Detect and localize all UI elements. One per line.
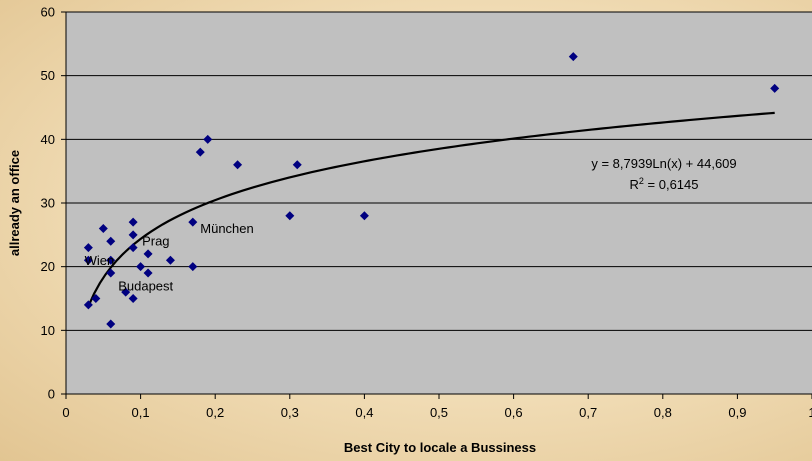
trendline <box>87 111 775 307</box>
x-tick-label: 0,4 <box>355 405 373 420</box>
point-label: Prag <box>142 234 169 249</box>
axes <box>61 11 812 399</box>
x-tick-label: 0,6 <box>505 405 523 420</box>
point-label: Wien <box>85 253 115 268</box>
data-point <box>143 268 153 278</box>
data-point <box>203 134 213 144</box>
data-point <box>106 236 116 246</box>
trendline-equation: y = 8,7939Ln(x) + 44,609 <box>591 156 736 171</box>
data-point <box>106 268 116 278</box>
x-tick-label: 0,9 <box>728 405 746 420</box>
y-tick-label: 50 <box>41 68 55 83</box>
data-points <box>83 52 780 329</box>
data-point <box>98 223 108 233</box>
data-point <box>165 255 175 265</box>
data-point <box>128 243 138 253</box>
data-point <box>106 319 116 329</box>
data-point <box>285 211 295 221</box>
x-tick-label: 0,2 <box>206 405 224 420</box>
data-point <box>106 255 116 265</box>
data-point <box>91 294 101 303</box>
trendline-group <box>87 111 775 307</box>
data-point <box>188 262 198 272</box>
data-point <box>143 249 153 259</box>
data-point <box>128 217 138 227</box>
data-point <box>136 262 146 272</box>
y-axis-title: allready an office <box>7 150 22 256</box>
y-tick-label: 20 <box>41 259 55 274</box>
data-point <box>83 243 93 253</box>
r-squared-prefix: R <box>630 177 639 192</box>
x-axis-title: Best City to locale a Bussiness <box>344 440 536 455</box>
x-tick-labels: 0 0,1 0,2 0,3 0,4 0,5 0,6 0,7 0,8 0,9 1 <box>62 405 812 420</box>
point-label: München <box>200 221 253 236</box>
data-point <box>188 217 198 227</box>
y-tick-label: 60 <box>41 5 55 20</box>
x-tick-label: 0,7 <box>579 405 597 420</box>
x-tick-label: 1 <box>808 405 812 420</box>
x-tick-label: 0 <box>62 405 69 420</box>
data-point <box>359 211 369 221</box>
y-tick-label: 0 <box>48 387 55 402</box>
y-tick-labels: 0 10 20 30 40 50 60 <box>41 5 55 402</box>
data-point <box>83 300 93 310</box>
y-tick-label: 40 <box>41 132 55 147</box>
point-label: Budapest <box>118 278 173 293</box>
y-tick-label: 30 <box>41 196 55 211</box>
data-point <box>770 83 780 93</box>
point-labels: Wien Prag Budapest München <box>85 221 254 293</box>
x-tick-label: 0,1 <box>132 405 150 420</box>
r-squared-label: R2 = 0,6145 <box>630 176 699 192</box>
x-tick-label: 0,3 <box>281 405 299 420</box>
r-squared-value: = 0,6145 <box>644 177 699 192</box>
data-point <box>121 287 131 297</box>
x-tick-label: 0,8 <box>654 405 672 420</box>
r-squared-superscript: 2 <box>639 176 644 186</box>
data-point <box>292 160 302 170</box>
data-point <box>83 255 93 265</box>
data-point <box>568 52 578 62</box>
y-tick-label: 10 <box>41 323 55 338</box>
data-point <box>128 294 138 303</box>
data-point <box>233 160 243 170</box>
x-tick-label: 0,5 <box>430 405 448 420</box>
data-point <box>128 230 138 240</box>
data-point <box>195 147 205 157</box>
